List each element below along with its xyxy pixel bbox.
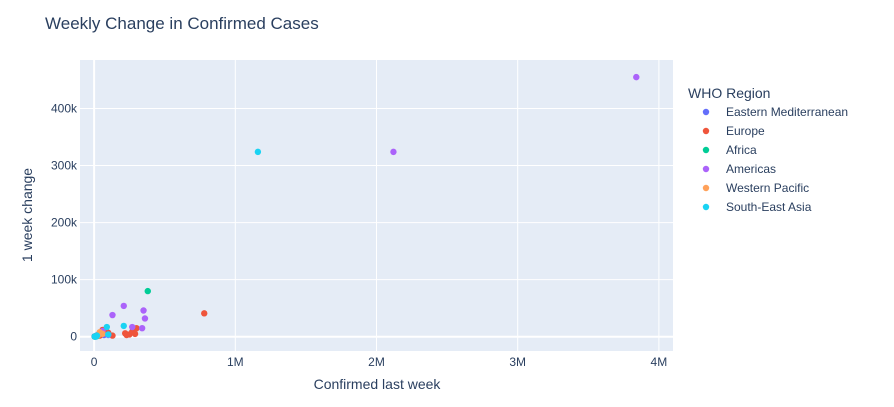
data-point[interactable] xyxy=(141,315,149,322)
data-point[interactable] xyxy=(109,311,116,319)
legend-label: Americas xyxy=(726,162,776,176)
legend-label: Western Pacific xyxy=(726,181,809,195)
legend-label: Europe xyxy=(726,124,765,138)
x-tick-label: 0 xyxy=(91,355,98,369)
chart-title: Weekly Change in Confirmed Cases xyxy=(45,14,319,33)
data-point[interactable] xyxy=(105,331,112,338)
legend-marker xyxy=(702,108,710,116)
data-point[interactable] xyxy=(92,333,99,340)
grid xyxy=(80,60,673,351)
data-point[interactable] xyxy=(129,323,136,331)
legend-marker xyxy=(702,184,710,192)
legend-item[interactable]: South-East Asia xyxy=(702,200,812,214)
data-point[interactable] xyxy=(123,331,130,339)
legend-item[interactable]: Eastern Mediterranean xyxy=(702,105,848,119)
legend-item[interactable]: Europe xyxy=(702,124,765,138)
data-point[interactable] xyxy=(138,324,146,332)
legend-label: Eastern Mediterranean xyxy=(726,105,848,119)
data-point[interactable] xyxy=(633,73,640,81)
x-tick-label: 1M xyxy=(227,355,244,369)
x-axis-title: Confirmed last week xyxy=(314,376,442,392)
legend-marker xyxy=(702,127,710,135)
y-tick-label: 300k xyxy=(51,159,78,173)
legend-label: South-East Asia xyxy=(726,200,812,214)
legend-title: WHO Region xyxy=(688,85,770,101)
legend-marker xyxy=(702,165,710,173)
legend-item[interactable]: Western Pacific xyxy=(702,181,809,195)
legend-item[interactable]: Africa xyxy=(702,143,757,157)
data-point[interactable] xyxy=(120,302,127,310)
data-point[interactable] xyxy=(144,287,151,295)
data-point[interactable] xyxy=(390,148,397,156)
y-tick-label: 100k xyxy=(51,273,78,287)
data-point[interactable] xyxy=(201,310,208,317)
data-point[interactable] xyxy=(131,330,139,338)
legend-marker xyxy=(702,203,710,211)
legend-label: Africa xyxy=(726,143,757,157)
x-tick-label: 3M xyxy=(509,355,526,369)
y-tick-label: 200k xyxy=(51,216,78,230)
x-tick-label: 2M xyxy=(368,355,385,369)
x-tick-label: 4M xyxy=(651,355,668,369)
legend[interactable]: WHO Region Eastern Mediterranean Europe Af… xyxy=(688,85,848,214)
legend-item[interactable]: Americas xyxy=(702,162,776,176)
y-tick-label: 0 xyxy=(70,330,77,344)
data-point[interactable] xyxy=(103,323,111,331)
data-point[interactable] xyxy=(254,148,262,156)
data-points xyxy=(91,73,640,340)
legend-marker xyxy=(702,146,710,154)
data-point[interactable] xyxy=(120,322,127,330)
tick-labels: 0 1M 2M 3M 4M 0 100k 200k 300k 400k xyxy=(51,102,667,370)
data-point[interactable] xyxy=(140,307,147,314)
y-tick-label: 400k xyxy=(51,102,78,116)
y-axis-title: 1 week change xyxy=(19,168,35,262)
